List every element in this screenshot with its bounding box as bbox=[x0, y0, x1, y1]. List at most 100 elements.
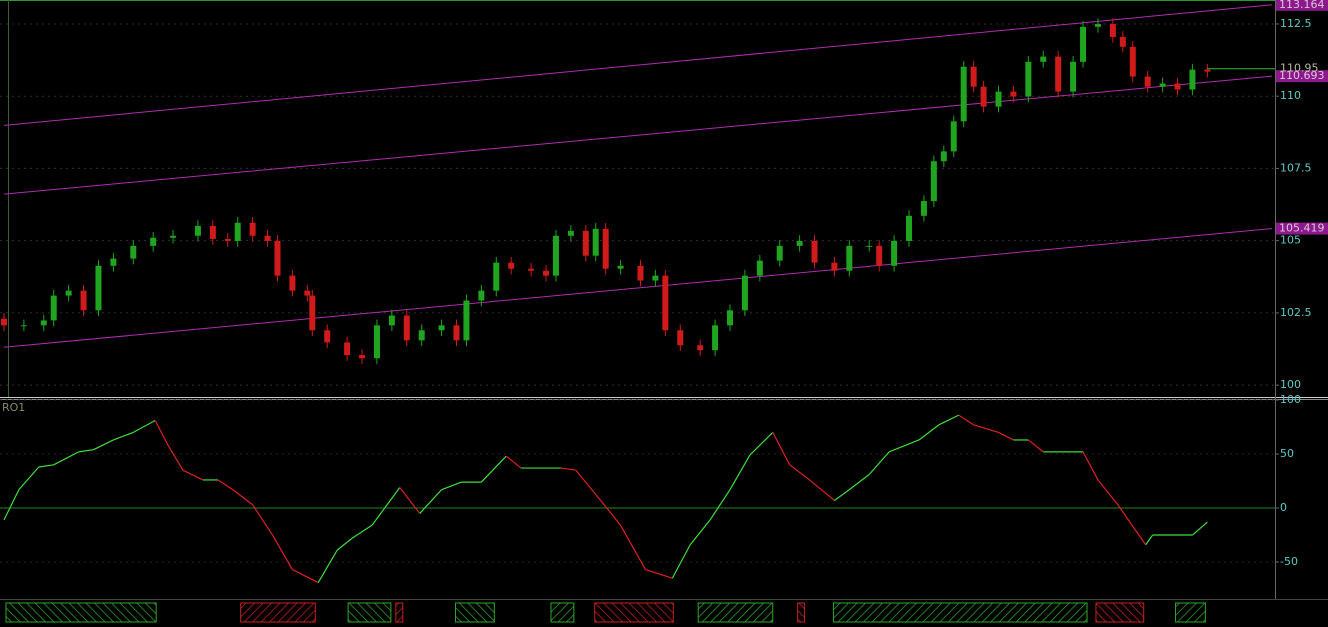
y-tick-label: 100 bbox=[1280, 378, 1301, 391]
channel-label: 105.419 bbox=[1279, 222, 1325, 235]
candle-body bbox=[110, 258, 117, 266]
channel-label: 110.693 bbox=[1279, 69, 1325, 82]
candle-body bbox=[1109, 23, 1116, 37]
candle-body bbox=[528, 268, 535, 271]
oscillator-segment bbox=[809, 479, 835, 501]
candle-body bbox=[344, 342, 351, 356]
candle-body bbox=[264, 235, 271, 241]
candle-body bbox=[637, 265, 644, 281]
signal-range bbox=[594, 602, 674, 623]
oscillator-segment bbox=[371, 487, 401, 526]
candle-body bbox=[1119, 36, 1126, 47]
y-tick-label: 107.5 bbox=[1280, 161, 1312, 174]
y-tick-label: -50 bbox=[1280, 555, 1298, 568]
candle-body bbox=[373, 325, 380, 359]
oscillator-segment bbox=[132, 419, 156, 433]
candle-body bbox=[677, 330, 684, 346]
candle-body bbox=[960, 66, 967, 122]
oscillator-segment bbox=[480, 455, 507, 483]
candle-body bbox=[224, 238, 231, 241]
oscillator-segment bbox=[868, 451, 890, 475]
signal-range bbox=[395, 602, 404, 623]
candle-body bbox=[130, 245, 137, 259]
oscillator-segment bbox=[998, 431, 1014, 441]
oscillator-segment bbox=[938, 414, 959, 426]
oscillator-segment bbox=[772, 432, 791, 466]
candle-body bbox=[726, 310, 733, 326]
candle-body bbox=[652, 275, 659, 281]
oscillator-segment bbox=[93, 439, 114, 451]
candle-body bbox=[582, 230, 589, 256]
candle-body bbox=[50, 295, 57, 321]
oscillator-segment bbox=[729, 454, 751, 490]
candle-body bbox=[876, 245, 883, 266]
signal-range bbox=[240, 602, 316, 623]
oscillator-segment bbox=[1192, 521, 1208, 536]
candle-body bbox=[796, 240, 803, 246]
candle-body bbox=[712, 325, 719, 351]
candle-body bbox=[552, 235, 559, 276]
candle-body bbox=[304, 290, 311, 296]
oscillator-segment bbox=[78, 449, 94, 453]
candle-body bbox=[1010, 91, 1017, 97]
candle-body bbox=[776, 245, 783, 261]
oscillator-segment bbox=[1117, 504, 1147, 546]
candle-body bbox=[234, 222, 241, 241]
candle-body bbox=[920, 201, 927, 216]
candle-body bbox=[95, 265, 102, 311]
oscillator-segment bbox=[3, 489, 20, 521]
y-tick-label: 0 bbox=[1280, 501, 1287, 514]
candle-body bbox=[741, 275, 748, 311]
y-tick-label: 110 bbox=[1280, 89, 1301, 102]
candle-body bbox=[274, 240, 281, 276]
oscillator-segment bbox=[441, 481, 462, 491]
oscillator-segment bbox=[689, 519, 711, 546]
candle-body bbox=[543, 270, 550, 276]
oscillator-segment bbox=[709, 489, 731, 521]
candle-body bbox=[150, 237, 157, 246]
oscillator-segment bbox=[351, 524, 373, 539]
candle-body bbox=[324, 330, 331, 343]
signal-range bbox=[697, 602, 774, 623]
oscillator-segment bbox=[973, 424, 999, 433]
last-price-label: 110.95 bbox=[1280, 62, 1319, 75]
candle-body bbox=[249, 222, 256, 236]
oscillator-segment bbox=[834, 489, 850, 501]
candle-body bbox=[309, 295, 316, 331]
candle-body bbox=[1, 318, 7, 326]
oscillator-segment bbox=[182, 469, 204, 481]
oscillator-segment bbox=[252, 504, 274, 536]
candle-body bbox=[1070, 61, 1077, 92]
candle-body bbox=[756, 260, 763, 276]
candle-body bbox=[995, 91, 1002, 107]
candle-body bbox=[891, 240, 898, 266]
signal-range bbox=[5, 602, 157, 623]
candle-body bbox=[170, 235, 177, 238]
signal-range bbox=[1175, 602, 1206, 623]
candle-body bbox=[80, 290, 87, 311]
oscillator-segment bbox=[113, 431, 134, 441]
candle-body bbox=[40, 320, 47, 326]
oscillator-segment bbox=[1145, 534, 1154, 546]
candle-body bbox=[453, 325, 460, 341]
candle-body bbox=[289, 275, 296, 291]
oscillator-segment bbox=[154, 420, 169, 446]
y-tick-label: 112.5 bbox=[1280, 17, 1312, 30]
candle-body bbox=[1080, 26, 1087, 62]
candle-body bbox=[493, 262, 500, 291]
oscillator-segment bbox=[38, 464, 54, 468]
oscillator-segment bbox=[645, 569, 673, 579]
candle-body bbox=[418, 330, 425, 341]
oscillator-segment bbox=[399, 487, 421, 514]
y-tick-label: 102.5 bbox=[1280, 306, 1312, 319]
oscillator-segment bbox=[53, 451, 79, 466]
y-tick-label: 105 bbox=[1280, 234, 1301, 247]
oscillator-segment bbox=[505, 455, 522, 469]
candle-body bbox=[403, 315, 410, 341]
candle-body bbox=[1204, 69, 1211, 72]
candle-body bbox=[592, 228, 599, 256]
oscillator-segment bbox=[232, 489, 253, 506]
oscillator-segment bbox=[1082, 451, 1099, 481]
oscillator-segment bbox=[317, 549, 338, 583]
candle-body bbox=[359, 355, 366, 359]
